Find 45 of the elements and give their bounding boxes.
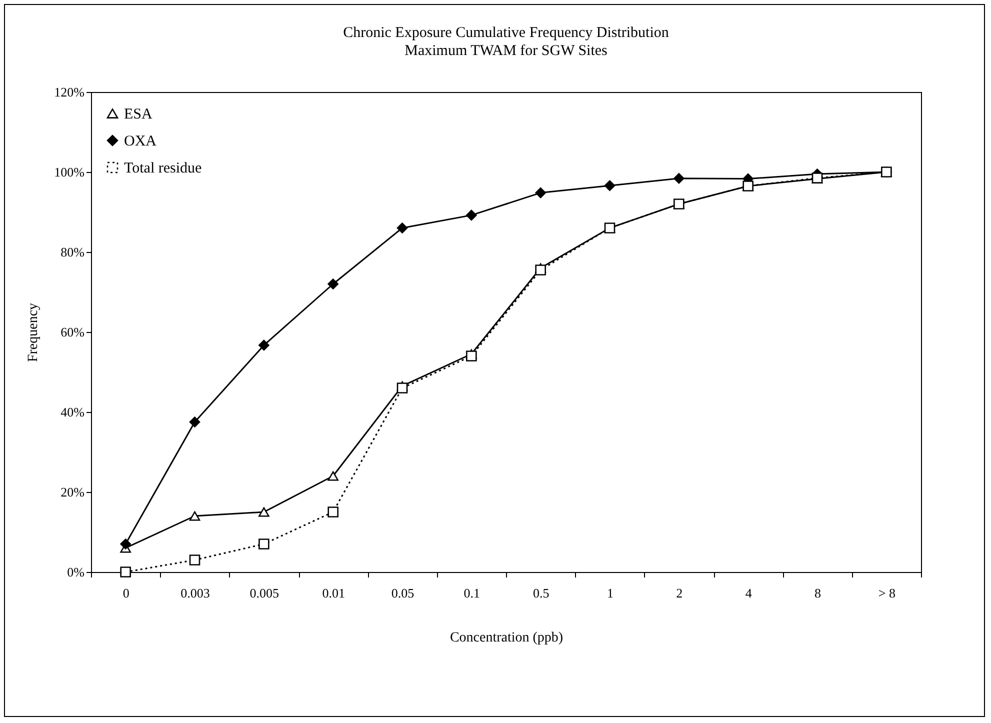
- y-tick-label: 20%: [60, 484, 85, 500]
- y-tick-label: 80%: [60, 244, 85, 260]
- chart-title: Chronic Exposure Cumulative Frequency Distribution: [343, 25, 670, 41]
- chart-subtitle: Maximum TWAM for SGW Sites: [404, 43, 608, 59]
- x-tick-label: 0.05: [391, 586, 414, 600]
- point: [328, 506, 338, 518]
- point: [466, 210, 477, 221]
- legend-label: Total residue: [124, 160, 202, 176]
- x-tick-label: 0.005: [250, 586, 280, 600]
- point: [396, 382, 408, 394]
- y-tick-label: 60%: [60, 324, 85, 340]
- x-tick-label: 8: [814, 586, 821, 600]
- y-tick-label: 100%: [54, 164, 85, 180]
- x-axis-title: Concentration (ppb): [450, 630, 564, 646]
- x-tick-label: 0.003: [180, 586, 210, 600]
- x-tick-label: 0: [122, 586, 130, 600]
- point: [189, 554, 200, 566]
- point: [535, 264, 546, 276]
- point: [120, 538, 131, 550]
- x-tick-label: 0.1: [464, 586, 480, 600]
- point: [120, 566, 131, 578]
- point: [674, 173, 684, 184]
- x-tick-label: 2: [676, 586, 683, 600]
- x-tick-label: > 8: [878, 586, 896, 600]
- legend-label: ESA: [124, 106, 153, 122]
- x-tick-label: 0.01: [322, 586, 345, 600]
- y-tick-label: 120%: [54, 84, 85, 100]
- point: [535, 187, 546, 198]
- y-axis-title: Frequency: [26, 302, 42, 362]
- point: [189, 511, 200, 521]
- point: [604, 180, 616, 191]
- x-tick-label: 1: [607, 586, 614, 600]
- y-tick-label: 40%: [60, 404, 85, 420]
- point: [258, 340, 270, 351]
- point: [258, 507, 270, 517]
- point: [328, 278, 338, 290]
- y-tick-label: 0%: [67, 564, 85, 580]
- point: [258, 538, 270, 550]
- x-tick-label: 0.5: [532, 586, 550, 600]
- point: [466, 350, 477, 362]
- point: [396, 222, 408, 234]
- x-tick-label: 4: [745, 586, 752, 600]
- legend-label: OXA: [124, 134, 157, 150]
- point: [189, 416, 200, 428]
- point: [328, 471, 338, 481]
